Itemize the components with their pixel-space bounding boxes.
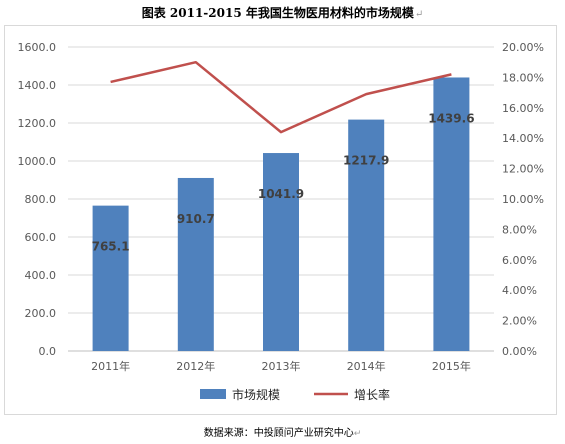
bar-data-label: 910.7: [177, 212, 215, 226]
y-left-tick-label: 600.0: [25, 231, 57, 244]
chart-frame: [4, 25, 557, 415]
y-left-tick-label: 200.0: [25, 307, 57, 320]
y-right-tick-label: 14.00%: [502, 132, 544, 145]
y-right-tick-label: 16.00%: [502, 102, 544, 115]
legend-label-bar: 市场规模: [232, 387, 280, 402]
y-left-tick-label: 1600.0: [18, 41, 57, 54]
y-left-tick-label: 1000.0: [18, 155, 57, 168]
y-right-tick-label: 18.00%: [502, 71, 544, 84]
paragraph-mark: ↵: [414, 9, 424, 20]
y-right-tick-label: 8.00%: [502, 223, 537, 236]
paragraph-mark: ↵: [353, 429, 362, 439]
bar-data-label: 1217.9: [343, 154, 389, 168]
y-left-tick-label: 0.0: [39, 345, 57, 358]
y-left-tick-label: 400.0: [25, 269, 57, 282]
y-right-tick-label: 2.00%: [502, 315, 537, 328]
y-left-tick-label: 1400.0: [18, 79, 57, 92]
page-title: 图表 2011-2015 年我国生物医用材料的市场规模↵: [141, 6, 424, 20]
y-left-tick-label: 800.0: [25, 193, 57, 206]
bar: [92, 205, 129, 351]
bar: [348, 119, 385, 351]
bar: [263, 153, 299, 351]
x-tick-label: 2013年: [262, 359, 301, 373]
y-right-tick-label: 10.00%: [502, 193, 544, 206]
x-tick-label: 2015年: [432, 359, 471, 373]
y-right-tick-label: 0.00%: [502, 345, 537, 358]
bar-data-label: 1041.9: [258, 187, 304, 201]
x-tick-label: 2012年: [176, 359, 215, 373]
bar: [177, 177, 214, 351]
y-right-tick-label: 6.00%: [502, 254, 537, 267]
y-right-tick-label: 20.00%: [502, 41, 544, 54]
legend-swatch-bar: [200, 389, 226, 399]
y-left-tick-label: 1200.0: [18, 117, 57, 130]
y-right-tick-label: 12.00%: [502, 163, 544, 176]
growth-rate-line: [110, 60, 452, 134]
bar-data-label: 1439.6: [428, 111, 474, 125]
combo-chart: 0.0 200.0 400.0 600.0 800.0 1000.0 1200.0 1400.…: [18, 41, 544, 402]
legend-label-line: 增长率: [354, 387, 390, 402]
x-tick-label: 2011年: [91, 359, 130, 373]
data-source: 数据来源：中投顾问产业研究中心↵: [203, 428, 362, 439]
bar-data-label: 765.1: [92, 240, 130, 254]
bar: [433, 77, 470, 351]
y-right-tick-label: 4.00%: [502, 284, 537, 297]
x-tick-label: 2014年: [347, 359, 386, 373]
